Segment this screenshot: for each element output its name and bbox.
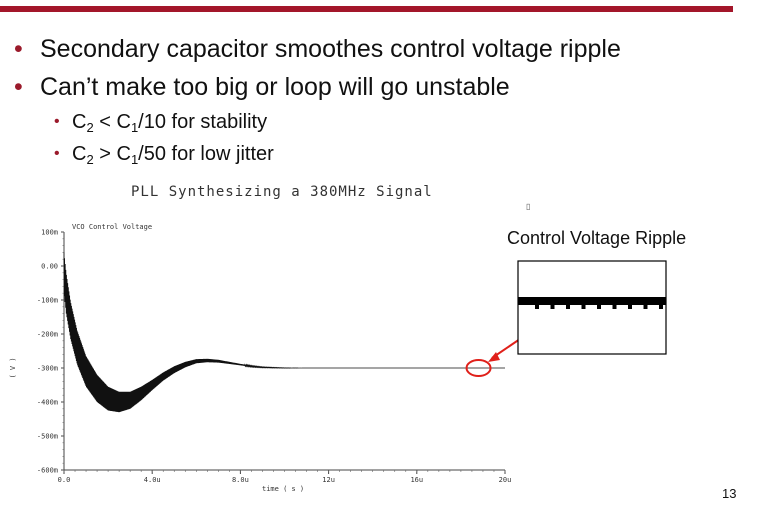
ripple-inset: [517, 260, 667, 355]
x-tick-label: 20u: [499, 476, 512, 484]
inset-ripple-tooth: [643, 305, 648, 309]
ripple-highlight-circle: [465, 359, 492, 377]
cap-c2: C: [72, 143, 87, 165]
bullet-text: Secondary capacitor smoothes control vol…: [40, 35, 621, 63]
sub-bullet-text: /10 for stability: [138, 111, 268, 133]
x-tick-label: 16u: [410, 476, 423, 484]
sub-bullet-item: • C2 > C1/50 for low jitter: [14, 138, 734, 170]
trace-group: [63, 252, 505, 413]
arrow-head: [488, 352, 500, 362]
sub-bullet-item: • C2 < C1/10 for stability: [14, 106, 734, 138]
inset-ripple-tooth: [628, 305, 632, 309]
stray-mark: ▯: [526, 202, 531, 211]
sub-bullet-dot: •: [54, 145, 60, 162]
x-tick-label: 12u: [322, 476, 335, 484]
y-tick-label: -500m: [37, 433, 58, 441]
operator: >: [93, 143, 117, 165]
x-tick-label: 0.0: [58, 476, 71, 484]
y-tick-label: -300m: [37, 365, 58, 373]
subscript: 2: [86, 120, 94, 135]
bullet-item: • Can’t make too big or loop will go unst…: [14, 68, 734, 106]
ripple-label: Control Voltage Ripple: [507, 228, 687, 248]
inset-ripple-tooth: [550, 305, 555, 309]
bullet-dot: •: [14, 73, 23, 101]
operator: <: [93, 111, 117, 133]
subscript: 1: [130, 152, 139, 167]
x-tick-label: 4.0u: [144, 476, 161, 484]
x-axis-label: time ( s ): [262, 485, 304, 493]
inset-ripple-tooth: [581, 305, 586, 309]
subscript: 2: [86, 152, 94, 167]
page-number: 13: [722, 486, 737, 501]
sub-bullet-dot: •: [54, 113, 60, 130]
y-tick-label: -600m: [37, 467, 58, 475]
inset-ripple-tooth: [535, 305, 539, 309]
y-tick-label: 100m: [41, 229, 58, 237]
inset-ripple-band: [518, 297, 666, 305]
inset-ripple-teeth: [535, 305, 663, 309]
top-accent-bar: [0, 6, 733, 12]
inset-ripple-tooth: [612, 305, 617, 309]
axes-group: 100m 0.00 -100m -200m -300m -400m -500m -600m0.…: [37, 229, 511, 485]
inset-ripple-tooth: [659, 305, 663, 309]
bullet-item: • Secondary capacitor smoothes control vo…: [14, 30, 734, 68]
y-tick-label: -100m: [37, 297, 58, 305]
inset-ripple-tooth: [566, 305, 570, 309]
subscript: 1: [130, 120, 139, 135]
cap-c2: C: [72, 111, 87, 133]
inset-ripple-tooth: [597, 305, 601, 309]
vco-control-voltage-trace: [63, 252, 505, 413]
inset-frame: [517, 260, 667, 355]
bullet-dot: •: [14, 35, 23, 63]
y-tick-label: 0.00: [41, 263, 58, 271]
y-tick-label: -400m: [37, 399, 58, 407]
series-label: VCO Control Voltage: [72, 223, 152, 231]
cap-c1: C: [116, 143, 131, 165]
x-tick-label: 8.0u: [232, 476, 249, 484]
bullet-text: Can’t make too big or loop will go unsta…: [40, 73, 510, 101]
cap-c1: C: [116, 111, 131, 133]
y-tick-label: -200m: [37, 331, 58, 339]
sub-bullet-text: /50 for low jitter: [138, 143, 274, 165]
y-axis-label: ( V ): [9, 357, 17, 378]
chart-title: PLL Synthesizing a 380MHz Signal: [131, 184, 433, 200]
bullet-list: • Secondary capacitor smoothes control vo…: [14, 30, 734, 170]
